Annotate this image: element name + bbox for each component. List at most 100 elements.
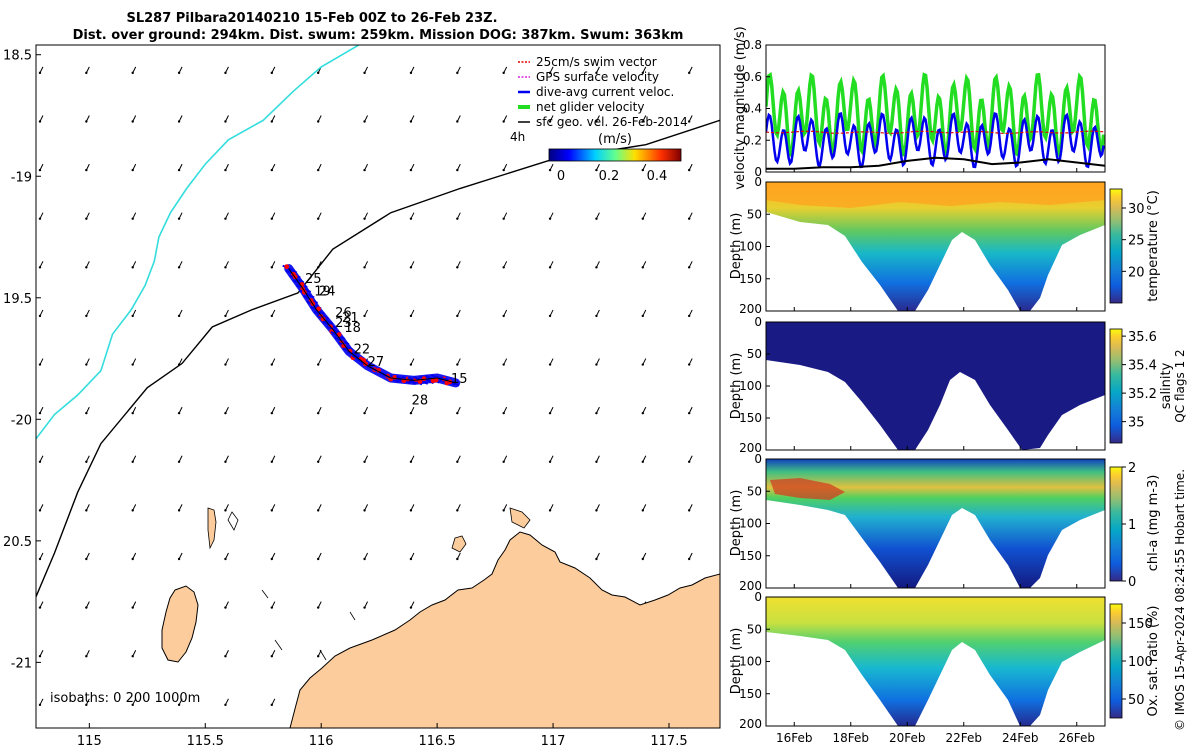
vector-arrow-head [595, 509, 598, 512]
map-x-tick: 115.5 [187, 734, 224, 749]
chla-cbar-label: chl-a (mg m-3) [1146, 475, 1161, 572]
vector-arrow-head [456, 557, 459, 561]
depth-tick: 200 [739, 441, 762, 455]
island-small-3 [509, 507, 531, 529]
velocity-series-dive_avg [766, 111, 1105, 169]
vector-arrow-head [224, 557, 227, 561]
day-label: 22 [354, 343, 371, 358]
vector-arrow-head [131, 266, 134, 269]
vector-arrow-head [85, 557, 88, 561]
island-barrow [161, 585, 199, 663]
map-y-tick: -20 [11, 413, 32, 428]
vector-arrow-head [548, 460, 552, 463]
vector-arrow-head [224, 606, 227, 609]
vector-arrow-head [270, 120, 274, 123]
vector-arrow-head [502, 168, 505, 172]
depth-tick: 200 [739, 579, 762, 593]
vector-arrow-head [687, 363, 691, 366]
vector-arrow-head [456, 509, 459, 512]
day-label: 23 [335, 316, 352, 331]
chla-colorbar [1109, 466, 1123, 582]
vector-arrow-head [224, 411, 227, 415]
velocity-y-tick: 0.6 [743, 70, 762, 84]
vector-arrow-head [316, 217, 320, 220]
vector-arrow-head [687, 509, 691, 512]
depth-tick: 0 [754, 590, 762, 604]
vector-arrow-head [687, 217, 691, 220]
dive-avg-vector [326, 325, 342, 335]
vector-arrow-head [363, 120, 366, 123]
island-small-4 [227, 511, 356, 661]
oxygen-panel: Depth (m) Ox. sat. ratio (%) [729, 596, 1161, 727]
depth-tick: 50 [747, 207, 762, 221]
day-label: 24 [319, 284, 336, 299]
vector-arrow-head [687, 168, 691, 172]
vector-arrow-head [456, 120, 459, 123]
vector-arrow-head [38, 363, 42, 366]
map-y-tick: -19 [11, 170, 32, 185]
vector-arrow-head [548, 217, 552, 220]
vector-arrow-head [270, 217, 274, 220]
vector-arrow-head [131, 168, 134, 172]
vector-arrow-head [363, 71, 366, 75]
legend-swim: 25cm/s swim vector [536, 55, 657, 69]
salinity-panel: Depth (m) salinity [729, 321, 1174, 451]
vector-arrow-head [270, 655, 274, 658]
time-tick: 22Feb [945, 731, 982, 745]
map-legend: 25cm/s swim vector GPS surface velocity … [510, 55, 688, 144]
section-colorbar-tick: 150 [1128, 617, 1153, 632]
depth-tick: 50 [747, 484, 762, 498]
vector-arrow-head [224, 71, 227, 75]
section-colorbar-tick: 30 [1128, 202, 1145, 217]
vector-arrow-head [270, 557, 274, 561]
section-colorbar-tick: 35.4 [1128, 359, 1157, 374]
section-colorbar-tick: 0 [1128, 575, 1136, 590]
vector-arrow-head [409, 363, 413, 366]
day-label: 27 [368, 355, 385, 370]
legend-gps: GPS surface velocity [536, 70, 659, 84]
vector-arrow-head [595, 120, 598, 123]
vector-arrow-head [641, 71, 645, 75]
glider-track [282, 264, 461, 388]
vector-arrow-head [177, 266, 181, 269]
depth-tick: 150 [739, 549, 762, 563]
vector-arrow-head [502, 411, 505, 415]
vector-arrow-head [548, 71, 552, 75]
vector-arrow-head [177, 71, 181, 75]
glider-position [433, 377, 439, 383]
vector-arrow-head [363, 168, 366, 172]
vector-arrow-head [131, 217, 134, 220]
vector-arrow-head [85, 655, 88, 658]
legend-dive: dive-avg current veloc. [536, 85, 674, 99]
depth-tick: 150 [739, 687, 762, 701]
vector-arrow-head [131, 363, 134, 366]
glider-position [284, 264, 290, 270]
vector-arrow-head [641, 557, 645, 561]
vector-arrow-head [548, 363, 552, 366]
oxygen-section [766, 597, 1105, 726]
vector-arrow-head [85, 71, 88, 75]
vector-arrow-head [224, 363, 227, 366]
vector-arrow-head [270, 266, 274, 269]
legend-interval: 4h [510, 130, 525, 144]
vector-arrow-head [270, 703, 274, 707]
vector-arrow-head [687, 71, 691, 75]
map-y-tick: 18.5 [3, 49, 32, 64]
section-colorbar-tick: 35 [1128, 416, 1145, 431]
vector-arrow-head [270, 314, 274, 318]
salinity-colorbar [1109, 328, 1123, 444]
section-colorbar-tick: 2 [1128, 461, 1136, 476]
day-label: 26 [335, 306, 352, 321]
vector-arrow-head [85, 606, 88, 609]
time-tick: 26Feb [1058, 731, 1095, 745]
vector-arrow-head [409, 460, 413, 463]
isobath-200m [36, 119, 720, 597]
depth-tick: 100 [739, 240, 762, 254]
vector-arrow-head [38, 168, 42, 172]
vector-arrow-head [177, 411, 181, 415]
vector-arrow-head [641, 217, 645, 220]
vector-arrow-head [363, 217, 366, 220]
vector-arrow-head [224, 703, 227, 707]
depth-tick: 100 [739, 379, 762, 393]
